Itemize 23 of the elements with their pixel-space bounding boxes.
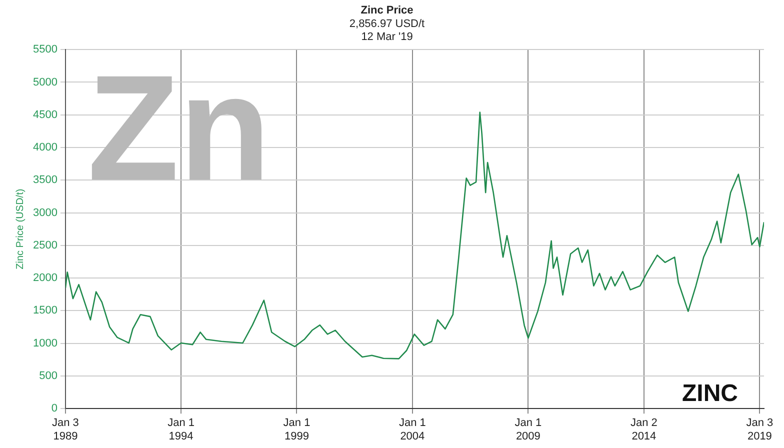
x-tick-label: Jan 3 2019 <box>746 417 774 442</box>
x-tick-label: Jan 1 2009 <box>514 417 542 442</box>
x-tick-label: Jan 3 1989 <box>52 417 79 442</box>
x-tick-label: Jan 1 2004 <box>398 417 426 442</box>
y-tick-label: 0 <box>51 402 58 415</box>
y-tick-label: 2500 <box>32 239 58 252</box>
y-tick-label: 4000 <box>32 142 58 154</box>
y-tick-label: 500 <box>39 370 58 382</box>
y-tick-label: 3000 <box>32 206 58 219</box>
chart-title: Zinc Price <box>360 4 414 17</box>
y-axis-title: Zinc Price (USD/t) <box>14 188 26 270</box>
x-tick-label: Jan 1 1994 <box>168 417 194 442</box>
y-tick-label: 1000 <box>32 337 58 350</box>
annotation: ZINC <box>682 380 738 408</box>
y-tick-label: 4500 <box>32 108 58 121</box>
y-tick-label: 5500 <box>32 44 58 56</box>
x-tick-label: Jan 2 2014 <box>630 417 658 442</box>
y-tick-label: 1500 <box>32 304 58 317</box>
y-tick-label: 5000 <box>32 76 58 88</box>
chart-subtitle: 2,856.97 USD/t 12 Mar '19 <box>349 18 425 44</box>
y-tick-label: 3500 <box>32 174 58 186</box>
x-tick-label: Jan 1 1999 <box>283 417 310 442</box>
y-tick-label: 2000 <box>32 272 58 284</box>
